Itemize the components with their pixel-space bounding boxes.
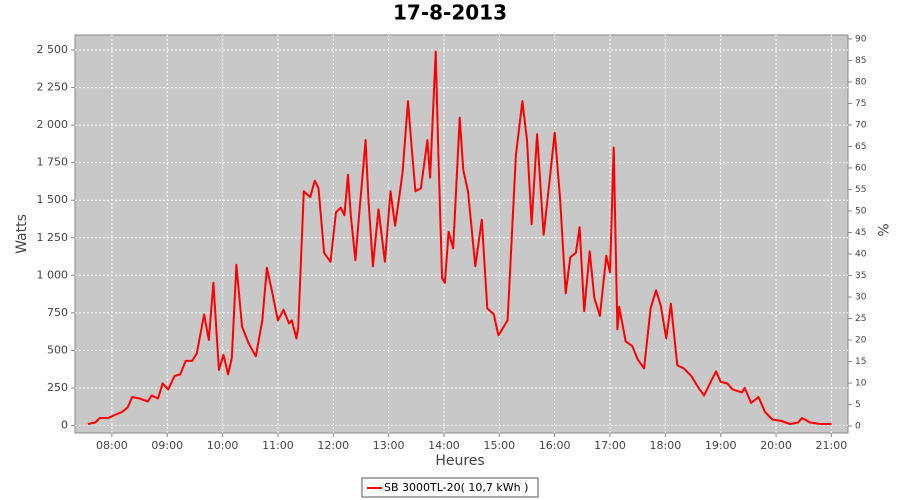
y-tick-label: 2 500 (37, 43, 69, 56)
plot-area (74, 34, 849, 434)
y2-tick-label: 80 (855, 77, 867, 87)
x-tick-label: 10:00 (207, 439, 239, 452)
y-tick-label: 0 (61, 418, 68, 431)
y-tick-label: 1 250 (37, 231, 69, 244)
y2-tick-label: 75 (855, 99, 866, 109)
y2-tick-label: 70 (855, 120, 867, 130)
x-tick-label: 12:00 (317, 439, 349, 452)
x-tick-label: 11:00 (262, 439, 294, 452)
y-tick-label: 1 500 (37, 193, 69, 206)
y2-tick-label: 0 (855, 422, 861, 432)
x-tick-label: 09:00 (151, 439, 183, 452)
x-tick-label: 21:00 (816, 439, 848, 452)
y2-tick-label: 45 (855, 228, 866, 238)
y2-tick-label: 55 (855, 185, 866, 195)
y-axis-label: Watts (14, 214, 30, 254)
series-line (87, 50, 832, 425)
y-tick-label: 2 000 (37, 118, 69, 131)
y2-axis-label: % (874, 223, 890, 236)
legend (361, 477, 539, 498)
x-tick-label: 19:00 (705, 439, 737, 452)
y2-tick-label: 65 (855, 142, 866, 152)
y2-tick-label: 35 (855, 271, 866, 281)
y-tick-label: 500 (47, 343, 68, 356)
y-tick-label: 1 750 (37, 156, 69, 169)
legend-label: SB 3000TL-20( 10,7 kWh ) (384, 481, 528, 494)
y2-tick-label: 90 (855, 34, 867, 44)
x-axis-label: Heures (435, 453, 484, 469)
y2-tick-label: 25 (855, 314, 866, 324)
y-tick-label: 750 (47, 306, 68, 319)
y2-tick-label: 40 (855, 250, 867, 260)
chart-title: 17-8-2013 (393, 1, 507, 25)
y2-tick-label: 50 (855, 206, 867, 216)
x-tick-label: 08:00 (96, 439, 128, 452)
x-tick-label: 18:00 (650, 439, 682, 452)
y-tick-label: 1 000 (37, 268, 69, 281)
y2-tick-label: 10 (855, 379, 867, 389)
y2-tick-label: 60 (855, 163, 867, 173)
y-tick-label: 2 250 (37, 81, 69, 94)
x-tick-label: 14:00 (428, 439, 460, 452)
y2-tick-label: 85 (855, 56, 866, 66)
x-tick-label: 20:00 (760, 439, 792, 452)
y2-tick-label: 30 (855, 293, 867, 303)
y-tick-label: 250 (47, 381, 68, 394)
y2-tick-label: 5 (855, 400, 861, 410)
x-tick-label: 16:00 (539, 439, 571, 452)
y2-tick-label: 20 (855, 336, 867, 346)
x-tick-label: 13:00 (373, 439, 405, 452)
x-tick-label: 15:00 (483, 439, 515, 452)
x-tick-label: 17:00 (594, 439, 626, 452)
y2-tick-label: 15 (855, 357, 866, 367)
